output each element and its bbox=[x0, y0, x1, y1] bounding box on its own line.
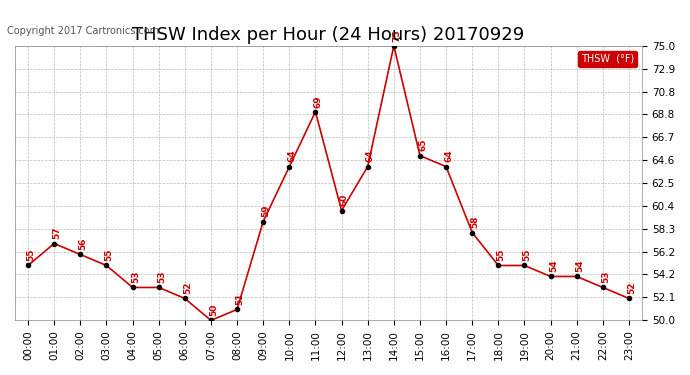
Legend: THSW  (°F): THSW (°F) bbox=[578, 51, 637, 66]
Text: 69: 69 bbox=[314, 95, 323, 108]
Text: 64: 64 bbox=[366, 150, 375, 162]
Text: 58: 58 bbox=[471, 216, 480, 228]
Text: 56: 56 bbox=[79, 238, 88, 250]
Text: 60: 60 bbox=[340, 194, 349, 206]
Text: 59: 59 bbox=[262, 205, 270, 218]
Title: THSW Index per Hour (24 Hours) 20170929: THSW Index per Hour (24 Hours) 20170929 bbox=[132, 26, 524, 44]
Text: 53: 53 bbox=[601, 271, 610, 283]
Text: 64: 64 bbox=[288, 150, 297, 162]
Text: 75: 75 bbox=[392, 29, 401, 42]
Text: Copyright 2017 Cartronics.com: Copyright 2017 Cartronics.com bbox=[7, 26, 159, 36]
Text: 55: 55 bbox=[523, 249, 532, 261]
Text: 52: 52 bbox=[627, 282, 636, 294]
Text: 57: 57 bbox=[52, 227, 61, 239]
Text: 55: 55 bbox=[26, 249, 35, 261]
Text: 53: 53 bbox=[157, 271, 166, 283]
Text: 51: 51 bbox=[235, 293, 244, 305]
Text: 55: 55 bbox=[105, 249, 114, 261]
Text: 55: 55 bbox=[497, 249, 506, 261]
Text: 50: 50 bbox=[209, 304, 218, 316]
Text: 53: 53 bbox=[131, 271, 140, 283]
Text: 65: 65 bbox=[418, 139, 427, 152]
Text: 54: 54 bbox=[575, 260, 584, 272]
Text: 64: 64 bbox=[444, 150, 453, 162]
Text: 54: 54 bbox=[549, 260, 558, 272]
Text: 52: 52 bbox=[183, 282, 192, 294]
